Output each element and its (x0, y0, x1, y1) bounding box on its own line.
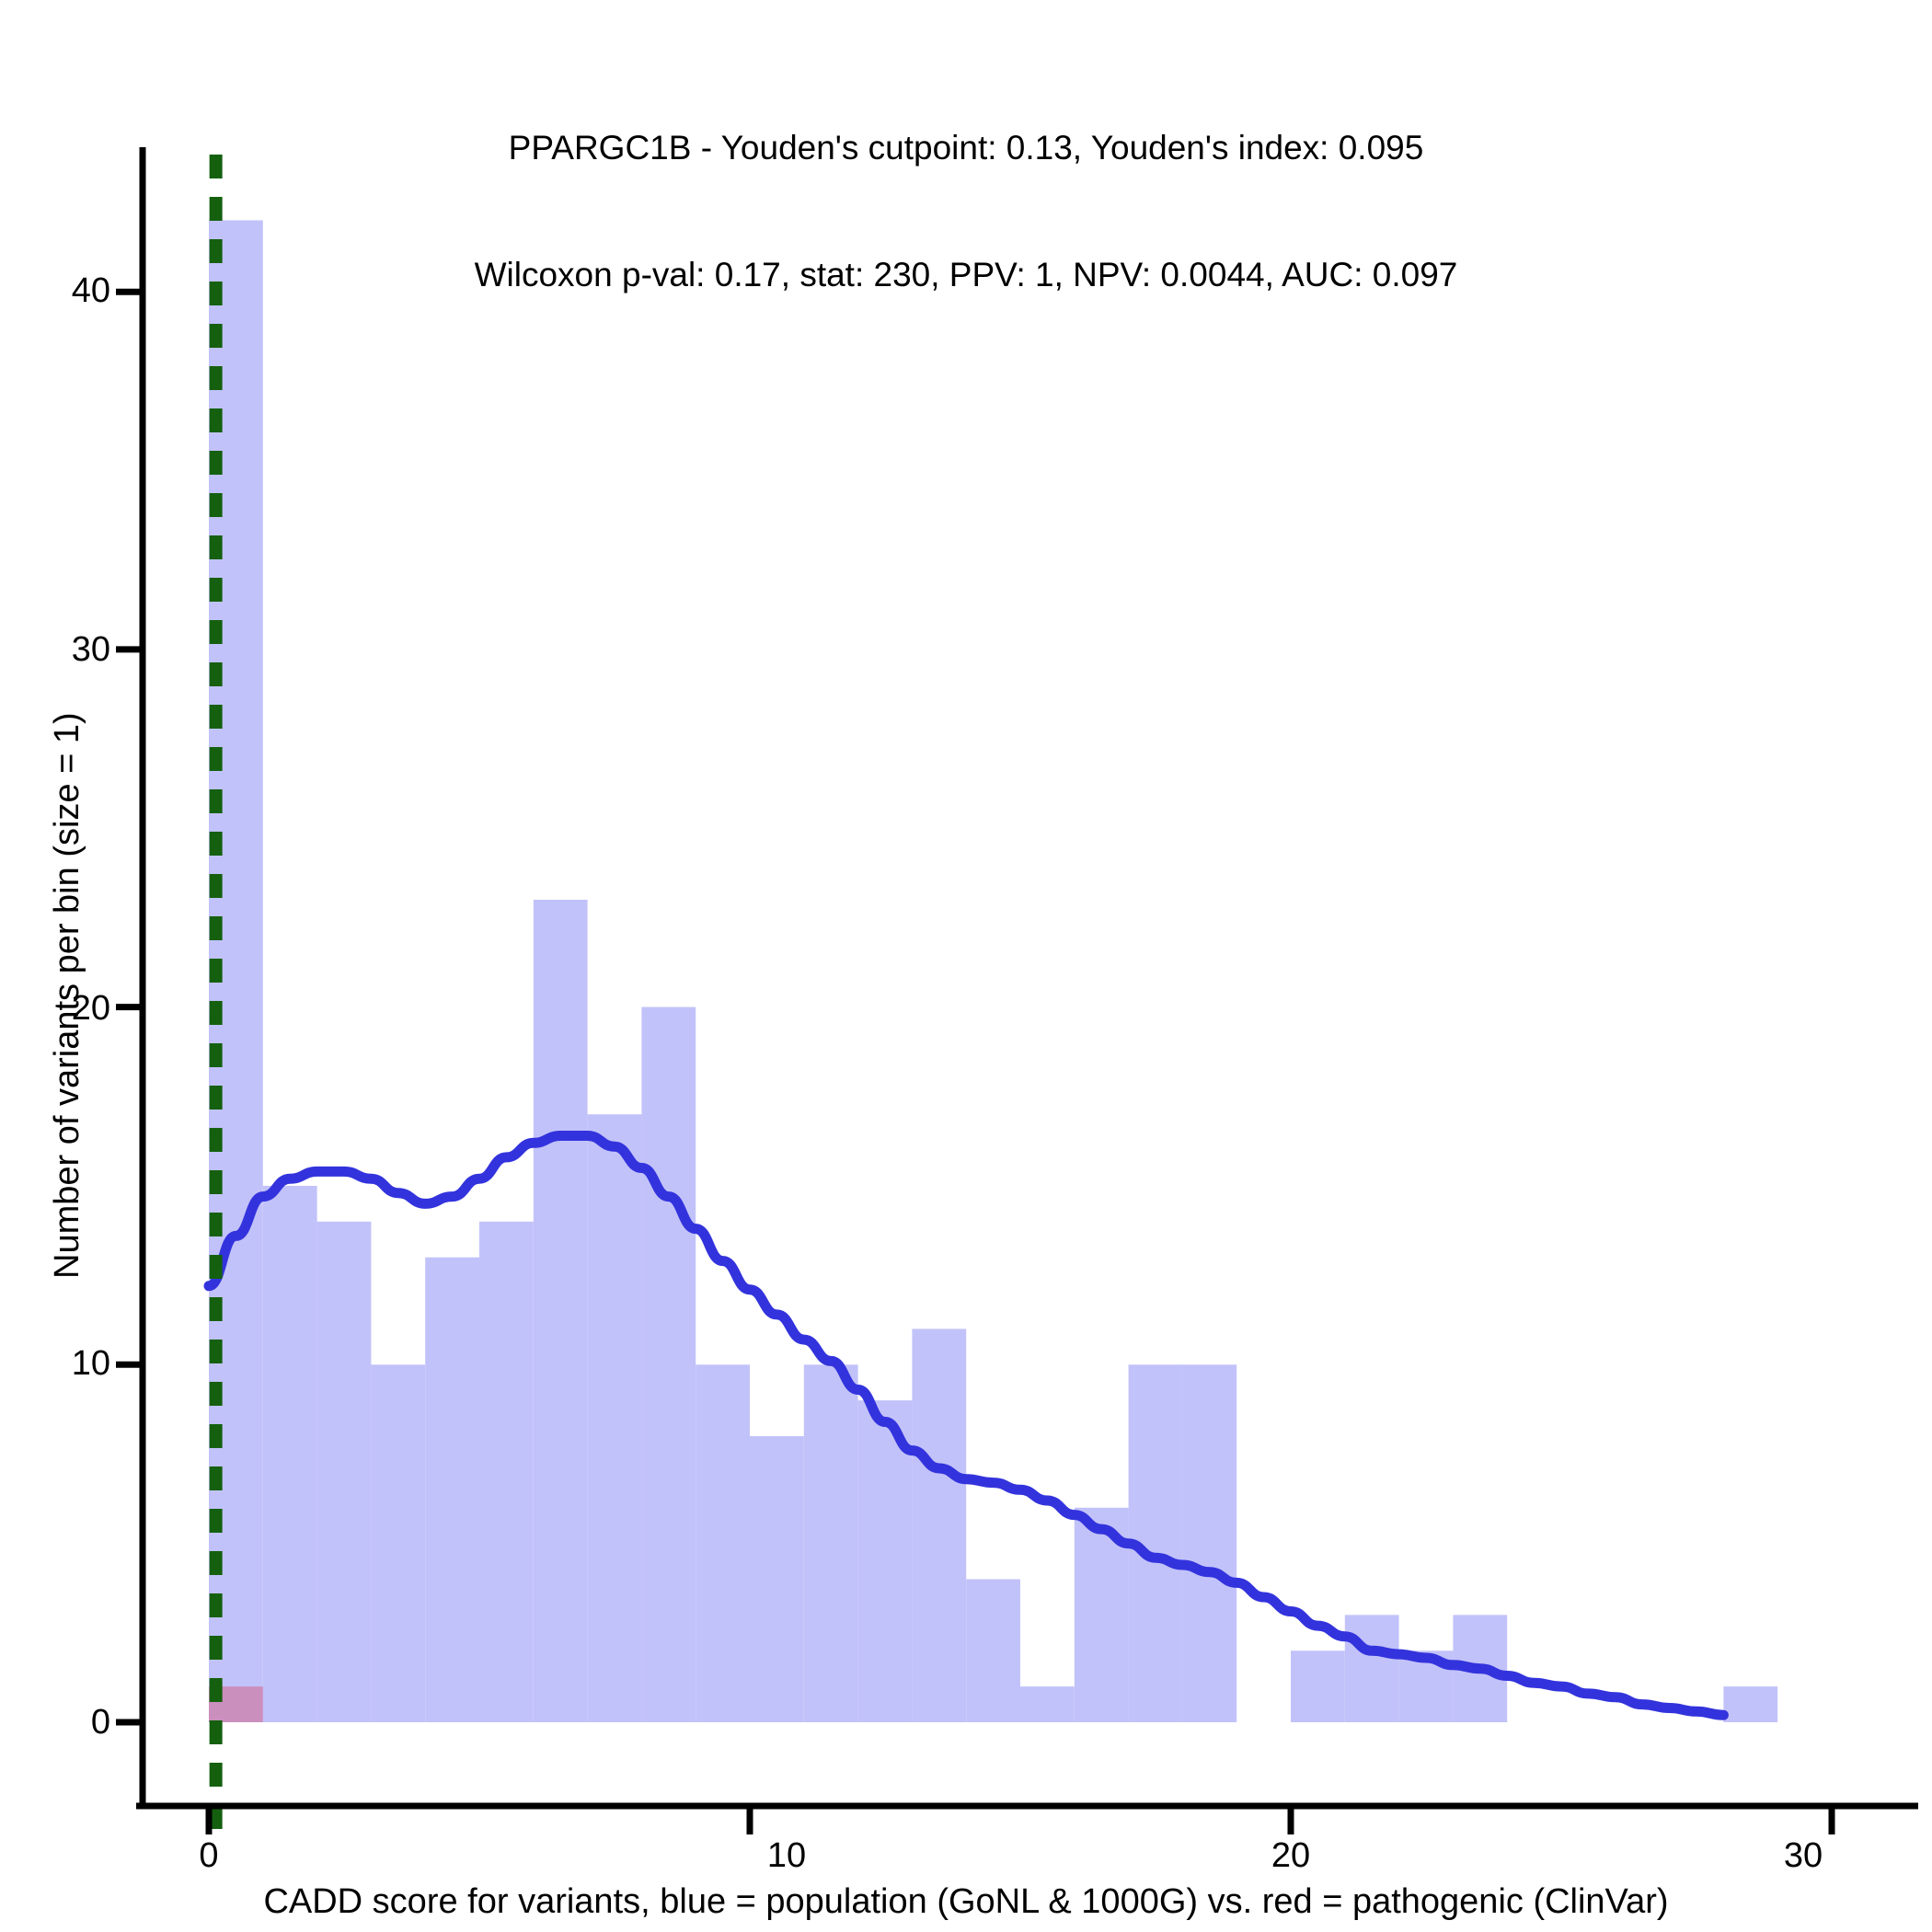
y-axis-ticks (116, 288, 145, 1726)
histogram-bar (803, 1364, 858, 1722)
histogram-bar (1020, 1686, 1075, 1722)
histogram-bar (750, 1436, 804, 1722)
y-tick-label: 0 (90, 1703, 110, 1742)
histogram-bar (857, 1400, 913, 1722)
histogram-bar (316, 1221, 372, 1722)
y-tick-label: 20 (71, 989, 110, 1028)
histogram-bar (966, 1579, 1020, 1722)
histogram-bar (912, 1328, 967, 1722)
x-tick-label: 30 (1783, 1836, 1823, 1875)
x-tick-label: 0 (199, 1836, 219, 1875)
histogram-bar (425, 1257, 479, 1722)
chart-title-line-1: PPARGC1B - Youden's cutpoint: 0.13, Youd… (508, 129, 1424, 167)
density-curve (203, 1131, 1729, 1720)
histogram-bar (479, 1221, 534, 1722)
chart-title: PPARGC1B - Youden's cutpoint: 0.13, Youd… (0, 42, 1932, 381)
histogram-bar (1723, 1686, 1778, 1722)
chart-title-line-2: Wilcoxon p-val: 0.17, stat: 230, PPV: 1,… (474, 256, 1458, 293)
y-tick-label: 30 (71, 630, 110, 669)
x-axis-label: CADD score for variants, blue = populati… (263, 1882, 1669, 1921)
y-tick-label: 10 (71, 1344, 110, 1383)
population-histogram-bars (209, 220, 1778, 1723)
histogram-bar (696, 1364, 750, 1722)
y-tick-label: 40 (71, 271, 110, 310)
histogram-bar (371, 1364, 426, 1722)
y-axis-label: Number of variants per bin (size = 1) (48, 712, 86, 1279)
x-axis-ticks (205, 1806, 1835, 1834)
histogram-bar (1344, 1615, 1399, 1722)
histogram-bar (262, 1185, 317, 1722)
x-tick-label: 20 (1271, 1836, 1311, 1875)
histogram-bar (1182, 1364, 1237, 1722)
histogram-bar (533, 899, 588, 1722)
histogram-bar (641, 1006, 696, 1722)
histogram-bar (587, 1114, 642, 1722)
histogram-bar (1291, 1650, 1345, 1722)
x-tick-label: 10 (766, 1836, 807, 1875)
